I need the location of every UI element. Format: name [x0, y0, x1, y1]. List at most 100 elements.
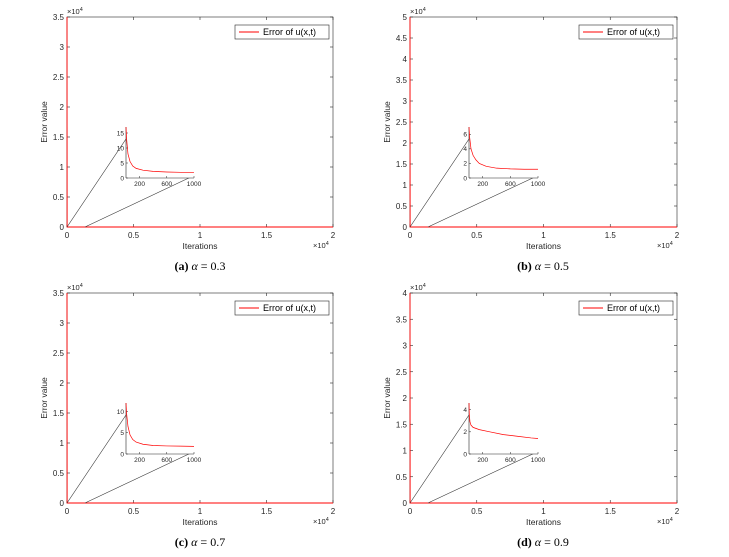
plot-frame	[410, 17, 677, 227]
y-tick-label: 0.5	[53, 469, 65, 478]
x-tick-label: 2	[331, 231, 336, 240]
y-tick-label: 3.5	[396, 315, 408, 324]
inset-y-tick-label: 0	[463, 451, 467, 458]
inset-y-tick-label: 10	[117, 409, 125, 416]
zoom-connector-line	[410, 139, 469, 227]
inset-axes: 051015200 600 1000	[117, 127, 202, 188]
x-tick-label: 0.5	[471, 231, 483, 240]
x-tick-label: 1	[198, 507, 203, 516]
y-tick-label: 3.5	[53, 13, 65, 22]
y-tick-label: 1	[403, 181, 408, 190]
y-axis-label: Error value	[39, 101, 49, 143]
x-exponent-label: ×104	[313, 241, 329, 250]
series-line	[410, 293, 677, 503]
series-line	[67, 293, 333, 503]
inset-y-tick-label: 4	[463, 146, 467, 153]
inset-y-tick-label: 0	[463, 175, 467, 182]
inset-background	[469, 127, 538, 178]
inset-y-tick-label: 0	[120, 175, 124, 182]
y-tick-label: 1.5	[396, 420, 408, 429]
y-tick-label: 1	[403, 447, 408, 456]
caption-value: = 0.5	[541, 259, 569, 273]
caption-tag: (b)	[517, 259, 535, 273]
inset-y-tick-label: 2	[463, 429, 467, 436]
y-exponent-label: ×104	[410, 283, 426, 292]
y-tick-label: 2.5	[396, 118, 408, 127]
x-tick-label: 0	[65, 507, 70, 516]
inset-x-tick-label: 200	[477, 181, 488, 188]
subfigure-caption: (a) α = 0.3	[174, 259, 225, 273]
y-tick-label: 0.5	[396, 202, 408, 211]
legend-entry: Error of u(x,t)	[263, 27, 316, 37]
legend-entry: Error of u(x,t)	[607, 303, 660, 313]
y-exponent-label: ×104	[67, 283, 83, 292]
plot-frame	[67, 293, 333, 503]
subfigure-caption: (b) α = 0.5	[517, 259, 569, 273]
inset-background	[126, 127, 194, 178]
y-tick-label: 3.5	[53, 289, 65, 298]
legend-entry: Error of u(x,t)	[263, 303, 316, 313]
y-axis-label: Error value	[382, 101, 392, 143]
y-tick-label: 4	[403, 289, 408, 298]
legend: Error of u(x,t)	[579, 25, 673, 39]
x-tick-label: 1	[541, 231, 546, 240]
caption-value: = 0.7	[197, 535, 225, 549]
caption-tag: (a)	[174, 259, 191, 273]
inset-axes: 0246200 600 1000	[463, 127, 545, 188]
inset-x-tick-label: 1000	[187, 457, 202, 464]
y-tick-label: 1.5	[53, 409, 65, 418]
inset-y-tick-label: 2	[463, 161, 467, 168]
inset-x-tick-label: 1000	[531, 181, 546, 188]
plot-frame	[67, 17, 333, 227]
inset-y-tick-label: 10	[117, 145, 125, 152]
x-tick-label: 0.5	[128, 507, 140, 516]
y-tick-label: 2	[403, 139, 408, 148]
x-axis-label: Iterations	[183, 241, 218, 251]
caption-value: = 0.9	[541, 535, 569, 549]
inset-axes: 0 2 4 200 600 1000	[463, 403, 545, 464]
x-tick-label: 0.5	[128, 231, 140, 240]
x-tick-label: 0	[408, 507, 413, 516]
x-tick-label: 1.5	[605, 231, 617, 240]
y-exponent-label: ×104	[67, 7, 83, 16]
inset-y-tick-label: 4	[463, 407, 467, 414]
panel-a: 00.511.522.533.50 0.5 1 1.5 2×104×104Iterati…	[39, 7, 336, 273]
y-axis-label: Error value	[39, 377, 49, 419]
y-tick-label: 1.5	[53, 133, 65, 142]
y-tick-label: 4	[403, 55, 408, 64]
y-tick-label: 3.5	[396, 76, 408, 85]
inset-y-tick-label: 0	[120, 451, 124, 458]
x-tick-label: 1.5	[261, 231, 273, 240]
inset-x-tick-label: 600	[505, 457, 516, 464]
x-tick-label: 1	[541, 507, 546, 516]
legend: Error of u(x,t)	[235, 25, 329, 39]
y-tick-label: 3	[403, 97, 408, 106]
y-tick-label: 1	[60, 163, 65, 172]
legend-entry: Error of u(x,t)	[607, 27, 660, 37]
x-axis-label: Iterations	[526, 517, 561, 527]
x-tick-label: 0.5	[471, 507, 483, 516]
y-tick-label: 1.5	[396, 160, 408, 169]
series-line	[410, 17, 677, 227]
y-axis-label: Error value	[382, 377, 392, 419]
subfigure-caption: (d) α = 0.9	[517, 535, 569, 549]
panel-c: 00.511.522.533.50 0.5 1 1.5 2×104×104Iterati…	[39, 283, 336, 549]
inset-axes: 0 5 10 200 600 1000	[117, 403, 202, 464]
inset-y-tick-label: 15	[117, 130, 125, 137]
y-tick-label: 2.5	[53, 73, 65, 82]
y-tick-label: 3	[403, 342, 408, 351]
zoom-connector-line	[67, 415, 126, 503]
x-tick-label: 0	[408, 231, 413, 240]
inset-y-tick-label: 5	[120, 160, 124, 167]
x-tick-label: 1	[198, 231, 203, 240]
inset-background	[469, 403, 538, 454]
inset-x-tick-label: 1000	[531, 457, 546, 464]
y-tick-label: 0.5	[396, 473, 408, 482]
x-tick-label: 2	[675, 507, 680, 516]
inset-x-tick-label: 1000	[187, 181, 202, 188]
inset-x-tick-label: 600	[505, 181, 516, 188]
y-tick-label: 1	[60, 439, 65, 448]
legend: Error of u(x,t)	[235, 301, 329, 315]
x-tick-label: 2	[331, 507, 336, 516]
